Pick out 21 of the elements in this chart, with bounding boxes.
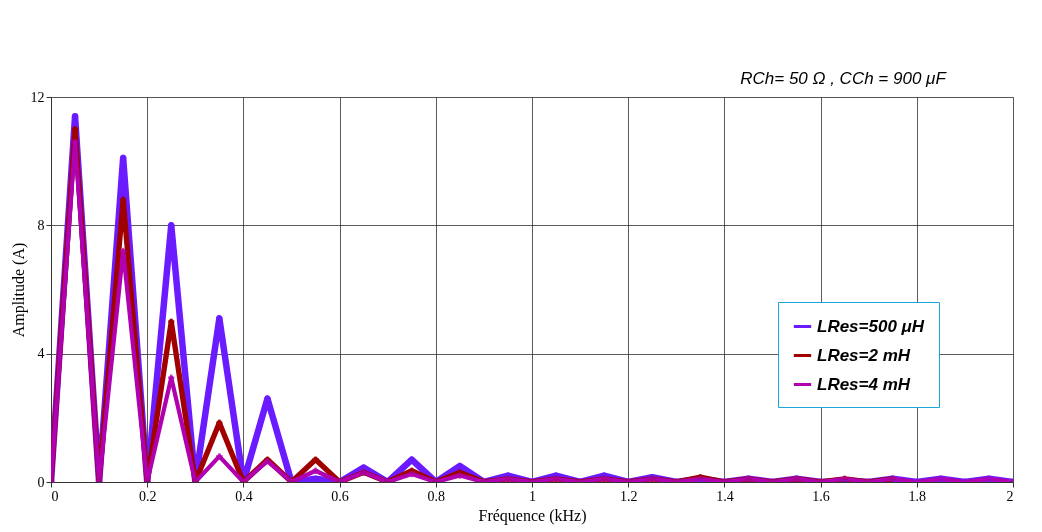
- y-tick-label: 0: [37, 474, 45, 490]
- x-tick-label: 1.6: [812, 488, 830, 504]
- x-axis-title: Fréquence (kHz): [478, 506, 587, 525]
- x-tick-label: 1.4: [716, 488, 734, 504]
- x-tick-label: 1.8: [908, 488, 927, 504]
- y-axis-title: Amplitude (A): [9, 242, 28, 338]
- x-tick-label: 1: [529, 488, 536, 504]
- y-tick-label: 4: [37, 346, 45, 362]
- x-tick-label: 2: [1006, 488, 1014, 504]
- y-tick-label: 12: [30, 89, 45, 105]
- x-tick-label: 0.8: [427, 488, 446, 504]
- y-tick-label: 8: [37, 217, 45, 233]
- x-tick-label: 0.4: [235, 488, 253, 504]
- x-tick-label: 0.2: [138, 488, 157, 504]
- text: RCh= 50 Ω , CCh = 900 μF: [740, 69, 948, 88]
- legend-label: LRes=500 μH: [817, 316, 925, 336]
- x-tick-label: 0.6: [331, 488, 349, 504]
- legend-label: LRes=2 mH: [817, 345, 911, 365]
- legend-label: LRes=4 mH: [817, 374, 911, 394]
- x-tick-label: 0: [51, 488, 59, 504]
- x-tick-label: 1.2: [619, 488, 638, 504]
